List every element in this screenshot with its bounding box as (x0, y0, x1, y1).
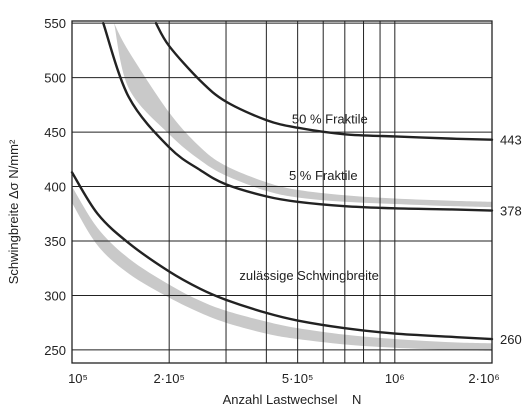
curve-annotation: zulässige Schwingbreite (239, 268, 378, 283)
x-tick-label: 10⁵ (68, 371, 88, 386)
curve-annotations: 50 % Fraktile 5 % Fraktile zulässige Schwi… (239, 111, 378, 283)
curves (70, 21, 494, 341)
series-line-2 (102, 21, 494, 212)
curve-annotation: 50 % Fraktile (292, 111, 368, 126)
y-tick-label: 500 (44, 71, 66, 86)
x-axis-ticks: 10⁵ 2·10⁵ 5·10⁵ 10⁶ 2·10⁶ (68, 371, 500, 386)
curve-annotation: 5 % Fraktile (289, 168, 358, 183)
y-axis-ticks: 250 300 350 400 450 500 550 (44, 16, 66, 358)
y-tick-label: 350 (44, 234, 66, 249)
x-tick-label: 2·10⁵ (153, 371, 184, 386)
curve-end-label: 378 (500, 204, 522, 219)
scatter-bands (72, 23, 492, 352)
y-tick-label: 450 (44, 125, 66, 140)
y-axis-title: Schwingbreite Δσ N/mm² (6, 139, 21, 284)
x-tick-label: 10⁶ (385, 371, 405, 386)
x-axis-title: Anzahl Lastwechsel N (223, 392, 362, 407)
curve-end-labels: 443 378 260 (500, 133, 522, 347)
plot-frame (71, 20, 493, 364)
curve-end-label: 260 (500, 332, 522, 347)
y-tick-label: 300 (44, 288, 66, 303)
y-tick-label: 250 (44, 343, 66, 358)
series-line-1 (154, 21, 494, 141)
curve-end-label: 443 (500, 133, 522, 148)
scatter-band-1 (114, 23, 492, 208)
y-tick-label: 550 (44, 16, 66, 31)
x-tick-label: 5·10⁵ (282, 371, 313, 386)
x-tick-label: 2·10⁶ (468, 371, 499, 386)
series-line-3 (70, 171, 494, 341)
y-tick-label: 400 (44, 180, 66, 195)
